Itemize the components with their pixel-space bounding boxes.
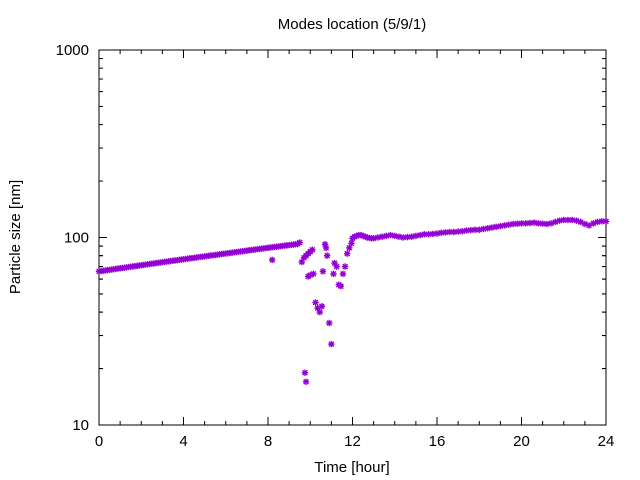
data-point [309, 246, 316, 253]
data-point [480, 225, 487, 233]
data-point [602, 218, 610, 225]
data-point [348, 240, 355, 247]
data-point [459, 228, 466, 235]
data-point [476, 226, 483, 233]
x-tick-label: 8 [264, 433, 272, 450]
data-point [301, 369, 309, 376]
data-point [310, 270, 317, 278]
data-point [269, 256, 276, 264]
data-point [471, 226, 479, 233]
data-point [395, 233, 403, 240]
data-point [339, 270, 347, 278]
y-tick-label: 1000 [56, 42, 89, 59]
data-point [312, 299, 319, 306]
data-points [95, 216, 610, 385]
data-point [370, 235, 377, 242]
y-tick-label: 10 [72, 417, 89, 434]
data-point [408, 233, 415, 240]
data-point [344, 250, 351, 257]
data-point [341, 263, 349, 270]
data-point [322, 244, 330, 252]
data-point [330, 270, 337, 278]
data-point [391, 232, 398, 240]
data-point [492, 223, 500, 231]
data-point [323, 252, 331, 259]
data-point [383, 232, 390, 240]
data-point [298, 258, 305, 266]
data-point [484, 225, 491, 232]
x-tick-label: 20 [513, 433, 530, 450]
axis-ticks: 0 4 8 12 16 20 24 10 100 1000 [56, 42, 615, 450]
y-axis-title: Particle size [nm] [7, 180, 24, 294]
data-point [316, 308, 323, 316]
y-tick-label: 100 [64, 230, 89, 247]
data-point [378, 233, 386, 240]
data-point [326, 319, 333, 327]
data-point [412, 232, 420, 240]
data-point [302, 378, 310, 385]
data-point [387, 231, 394, 239]
x-tick-label: 16 [429, 433, 446, 450]
data-point [333, 263, 340, 270]
data-point [488, 224, 496, 231]
x-tick-label: 24 [598, 433, 615, 450]
data-point [556, 217, 563, 224]
x-tick-label: 12 [344, 433, 361, 450]
data-point [497, 222, 504, 230]
data-point [296, 239, 303, 246]
data-point [374, 234, 382, 241]
x-tick-label: 0 [95, 433, 103, 450]
data-point [318, 303, 326, 310]
x-axis-title: Time [hour] [314, 459, 389, 476]
data-point [433, 230, 441, 237]
data-point [328, 340, 335, 348]
x-tick-label: 4 [179, 433, 187, 450]
data-point [416, 231, 424, 239]
data-point [319, 268, 327, 275]
chart-title: Modes location (5/9/1) [278, 16, 426, 33]
data-point [337, 282, 345, 290]
